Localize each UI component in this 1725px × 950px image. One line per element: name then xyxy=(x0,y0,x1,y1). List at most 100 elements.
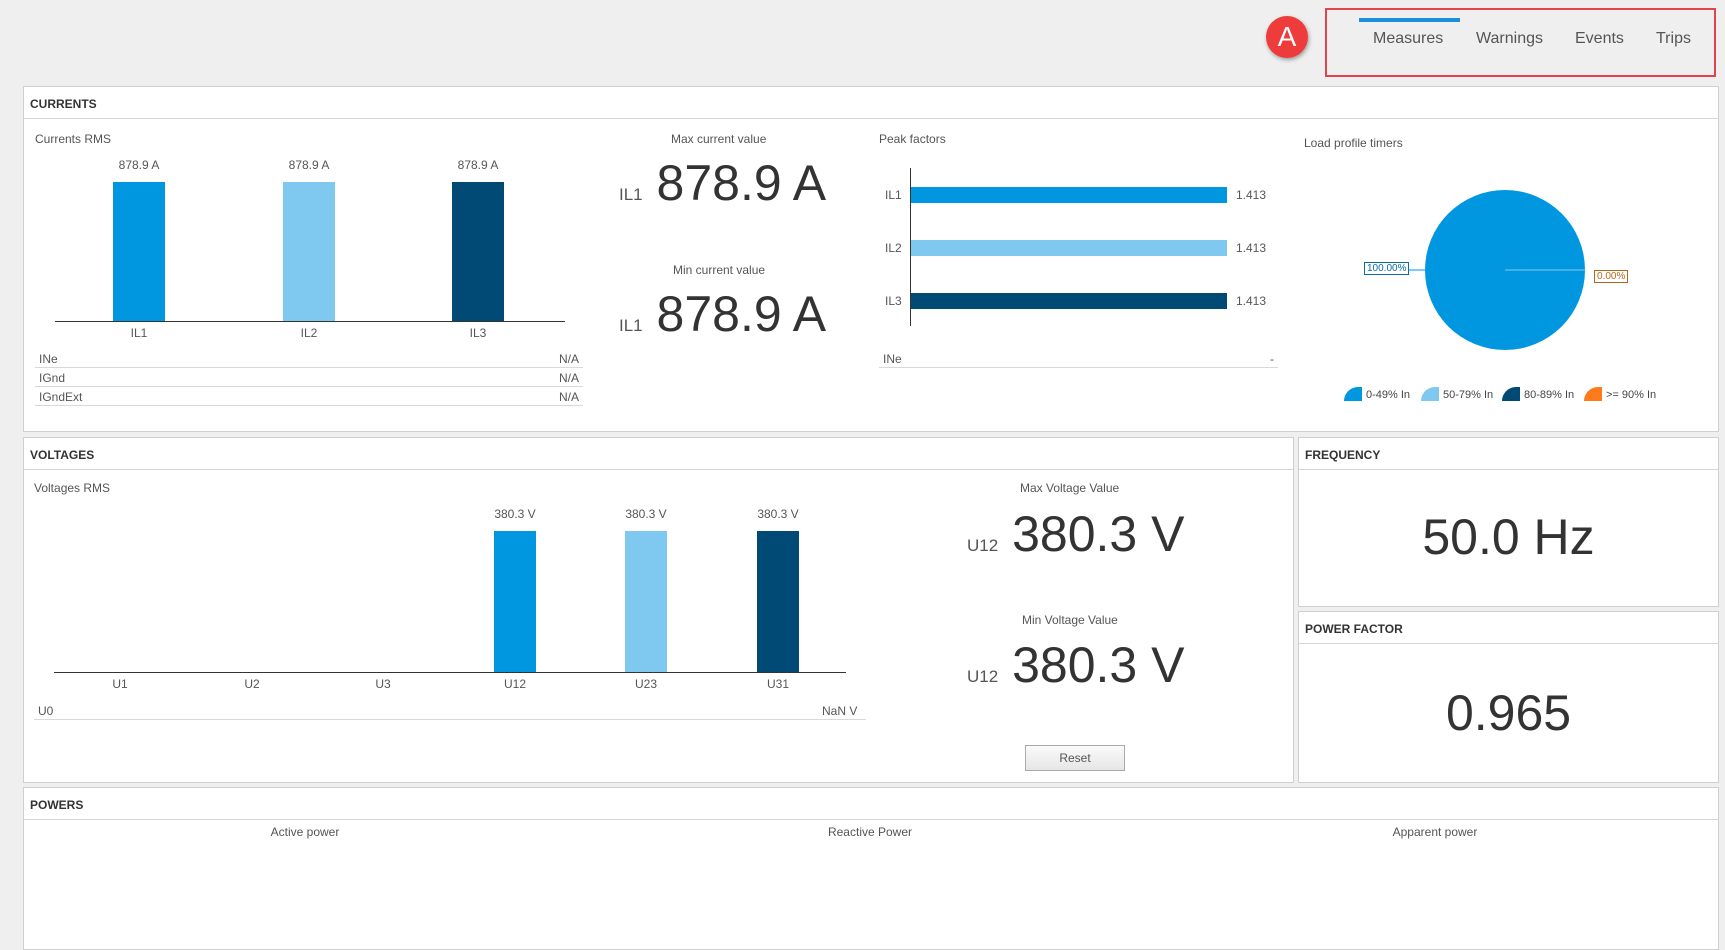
voltages-rms-label: Voltages RMS xyxy=(34,481,111,495)
legend-swatch xyxy=(1344,387,1362,401)
current-bar-il1 xyxy=(113,182,165,321)
voltages-x-axis xyxy=(54,672,846,673)
row-divider xyxy=(34,719,866,720)
current-bar-il3 xyxy=(452,182,504,321)
frequency-title: FREQUENCY xyxy=(1299,438,1718,470)
peak-bar-value: 1.413 xyxy=(1236,241,1267,255)
current-bar-value: 878.9 A xyxy=(118,158,160,172)
peak-bar-label: IL2 xyxy=(885,241,902,255)
voltage-bar-label: U2 xyxy=(244,677,260,691)
tab-warnings[interactable]: Warnings xyxy=(1476,30,1543,47)
currents-rms-label: Currents RMS xyxy=(35,132,112,146)
u0-label: U0 xyxy=(38,704,54,718)
legend-swatch xyxy=(1584,387,1602,401)
peak-bar-il2 xyxy=(911,240,1227,256)
legend-text: 0-49% In xyxy=(1366,389,1411,401)
max-voltage-label: Max Voltage Value xyxy=(1020,481,1120,495)
peak-bar-value: 1.413 xyxy=(1236,188,1267,202)
u0-value: NaN V xyxy=(822,704,858,718)
current-bar-label: IL1 xyxy=(130,326,148,340)
row-divider xyxy=(35,386,583,387)
annotation-badge: A xyxy=(1266,16,1308,58)
voltage-bar-u31 xyxy=(757,531,799,672)
reset-button[interactable]: Reset xyxy=(1025,745,1125,771)
current-bar-label: IL2 xyxy=(300,326,318,340)
peak-y-axis xyxy=(910,168,911,326)
min-current-value: 878.9 A xyxy=(656,286,827,342)
voltage-bar-label: U1 xyxy=(112,677,128,691)
ine-label: INe xyxy=(39,352,58,366)
igndext-label: IGndExt xyxy=(39,390,83,404)
voltage-bar-label: U12 xyxy=(503,677,526,691)
voltage-bar-value: 380.3 V xyxy=(494,507,536,521)
min-voltage-value: 380.3 V xyxy=(1012,637,1185,693)
peak-bar-value: 1.413 xyxy=(1236,294,1267,308)
legend-swatch xyxy=(1502,387,1520,401)
active-tab-indicator xyxy=(1359,18,1460,22)
voltages-title: VOLTAGES xyxy=(24,438,1293,470)
legend-text: 50-79% In xyxy=(1443,389,1494,401)
peak-bar-il3 xyxy=(911,293,1227,309)
legend-0-49[interactable]: 0-49% In xyxy=(1344,387,1410,401)
max-current-value: 878.9 A xyxy=(656,155,827,211)
currents-x-axis xyxy=(55,321,565,322)
currents-title: CURRENTS xyxy=(24,87,1718,119)
row-divider xyxy=(35,405,583,406)
tab-measures[interactable]: Measures xyxy=(1373,30,1444,47)
voltage-bar-label: U31 xyxy=(766,677,789,691)
max-current-label: Max current value xyxy=(671,132,767,146)
current-bar-value: 878.9 A xyxy=(288,158,330,172)
apparent-power-label: Apparent power xyxy=(1392,825,1478,839)
frequency-panel: FREQUENCY xyxy=(1298,437,1719,607)
row-divider xyxy=(879,367,1278,368)
powers-title: POWERS xyxy=(24,788,1718,820)
min-voltage-readout: U12 380.3 V xyxy=(967,636,1184,694)
peak-bar-il1 xyxy=(911,187,1227,203)
max-voltage-value: 380.3 V xyxy=(1012,506,1185,562)
legend-text: >= 90% In xyxy=(1606,389,1657,401)
legend-text: 80-89% In xyxy=(1524,389,1575,401)
pie-label-0: 0.00% xyxy=(1594,270,1629,283)
min-voltage-phase: U12 xyxy=(967,667,999,686)
max-voltage-readout: U12 380.3 V xyxy=(967,505,1184,563)
voltage-bar-label: U3 xyxy=(375,677,391,691)
peak-ine-value: - xyxy=(1270,352,1274,366)
min-voltage-label: Min Voltage Value xyxy=(1022,613,1118,627)
max-current-readout: IL1 878.9 A xyxy=(619,154,826,212)
ignd-label: IGnd xyxy=(39,371,66,385)
pie-label-100: 100.00% xyxy=(1364,262,1410,275)
powers-panel: POWERS xyxy=(23,787,1719,950)
voltage-bar-value: 380.3 V xyxy=(757,507,799,521)
peak-factors-label: Peak factors xyxy=(879,132,946,146)
ignd-value: N/A xyxy=(559,371,580,385)
max-current-phase: IL1 xyxy=(619,185,643,204)
max-voltage-phase: U12 xyxy=(967,536,999,555)
nav-highlight-box xyxy=(1325,8,1716,77)
legend-50-79[interactable]: 50-79% In xyxy=(1421,387,1493,401)
frequency-value: 50.0 Hz xyxy=(1422,509,1595,565)
ine-value: N/A xyxy=(559,352,580,366)
min-current-phase: IL1 xyxy=(619,316,643,335)
voltage-bar-label: U23 xyxy=(634,677,657,691)
reactive-power-label: Reactive Power xyxy=(827,825,913,839)
current-bar-value: 878.9 A xyxy=(457,158,499,172)
tab-trips[interactable]: Trips xyxy=(1656,30,1691,47)
power-factor-panel: POWER FACTOR xyxy=(1298,611,1719,783)
min-current-label: Min current value xyxy=(673,263,766,277)
igndext-value: N/A xyxy=(559,390,580,404)
current-bar-label: IL3 xyxy=(469,326,487,340)
power-factor-title: POWER FACTOR xyxy=(1299,612,1718,644)
legend-swatch xyxy=(1421,387,1439,401)
voltage-bar-u23 xyxy=(625,531,667,672)
legend-80-89[interactable]: 80-89% In xyxy=(1502,387,1574,401)
peak-ine-label: INe xyxy=(883,352,902,366)
active-power-label: Active power xyxy=(270,825,340,839)
legend-90-plus[interactable]: >= 90% In xyxy=(1584,387,1656,401)
power-factor-value: 0.965 xyxy=(1445,685,1572,741)
tab-events[interactable]: Events xyxy=(1575,30,1624,47)
voltage-bar-u12 xyxy=(494,531,536,672)
load-profile-label: Load profile timers xyxy=(1304,136,1403,150)
peak-bar-label: IL1 xyxy=(885,188,902,202)
load-profile-pie xyxy=(1405,190,1585,350)
voltage-bar-value: 380.3 V xyxy=(625,507,667,521)
